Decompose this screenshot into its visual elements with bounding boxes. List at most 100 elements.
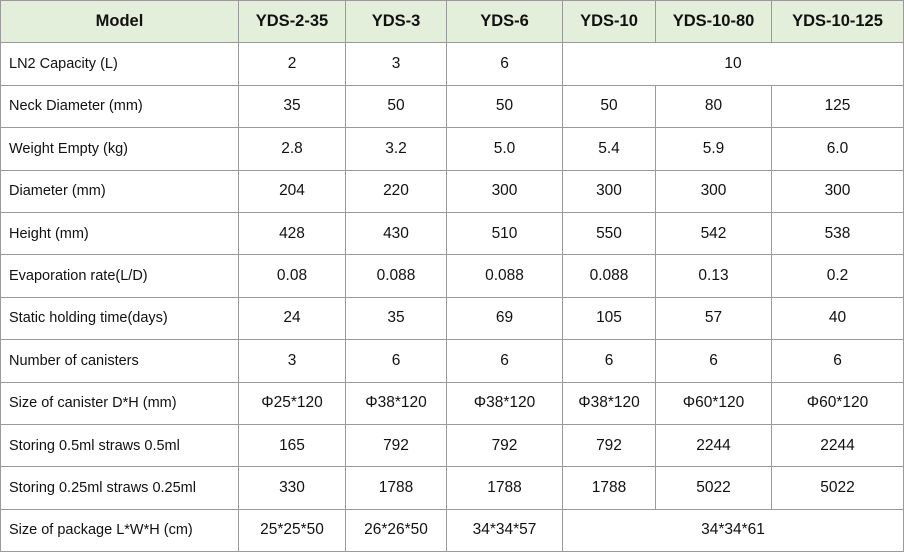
spec-row: Neck Diameter (mm) 35 50 50 50 80 125 bbox=[0, 84, 904, 129]
spec-value: 3 bbox=[345, 42, 447, 86]
spec-row: Storing 0.5ml straws 0.5ml 165 792 792 792 22… bbox=[0, 423, 904, 468]
spec-value: 0.2 bbox=[771, 254, 904, 298]
spec-value: 35 bbox=[345, 296, 447, 341]
spec-value: 2244 bbox=[771, 423, 904, 468]
spec-value: Φ38*120 bbox=[446, 381, 563, 425]
spec-value: 300 bbox=[562, 169, 656, 213]
model-header: YDS-2-35 bbox=[238, 0, 346, 44]
spec-value: 40 bbox=[771, 296, 904, 341]
spec-value: 2.8 bbox=[238, 127, 346, 171]
spec-value: 792 bbox=[562, 423, 656, 468]
spec-value: 5022 bbox=[771, 466, 904, 510]
spec-value: 542 bbox=[655, 211, 772, 256]
header-row: Model YDS-2-35 YDS-3 YDS-6 YDS-10 YDS-10-80 YD… bbox=[0, 0, 904, 44]
spec-value: 792 bbox=[345, 423, 447, 468]
spec-row: Diameter (mm) 204 220 300 300 300 300 bbox=[0, 169, 904, 213]
spec-value: 538 bbox=[771, 211, 904, 256]
spec-value: 330 bbox=[238, 466, 346, 510]
spec-label: Height (mm) bbox=[0, 211, 239, 256]
spec-value: 0.088 bbox=[345, 254, 447, 298]
spec-value: 5.0 bbox=[446, 127, 563, 171]
spec-value: 10 bbox=[562, 42, 904, 86]
spec-value: 25*25*50 bbox=[238, 508, 346, 553]
spec-value: 34*34*61 bbox=[562, 508, 904, 553]
spec-row: Size of package L*W*H (cm) 25*25*50 26*26*… bbox=[0, 508, 904, 553]
spec-value: 6 bbox=[771, 339, 904, 383]
spec-value: 5.4 bbox=[562, 127, 656, 171]
spec-value: 6 bbox=[655, 339, 772, 383]
spec-value: 1788 bbox=[446, 466, 563, 510]
spec-row: LN2 Capacity (L) 2 3 6 10 bbox=[0, 42, 904, 86]
spec-value: 428 bbox=[238, 211, 346, 256]
spec-value: Φ38*120 bbox=[562, 381, 656, 425]
spec-label: Weight Empty (kg) bbox=[0, 127, 239, 171]
spec-label: Diameter (mm) bbox=[0, 169, 239, 213]
spec-value: 165 bbox=[238, 423, 346, 468]
spec-row: Static holding time(days) 24 35 69 105 57 40 bbox=[0, 296, 904, 341]
spec-value: 220 bbox=[345, 169, 447, 213]
spec-value: 6 bbox=[562, 339, 656, 383]
spec-label: Storing 0.25ml straws 0.25ml bbox=[0, 466, 239, 510]
spec-value: 1788 bbox=[562, 466, 656, 510]
spec-value: 6 bbox=[446, 42, 563, 86]
spec-value: 3.2 bbox=[345, 127, 447, 171]
model-header: YDS-10-125 bbox=[771, 0, 904, 44]
spec-value: 5022 bbox=[655, 466, 772, 510]
spec-label: LN2 Capacity (L) bbox=[0, 42, 239, 86]
spec-row: Evaporation rate(L/D) 0.08 0.088 0.088 0.088… bbox=[0, 254, 904, 298]
spec-value: 204 bbox=[238, 169, 346, 213]
header-label: Model bbox=[0, 0, 239, 44]
spec-label: Storing 0.5ml straws 0.5ml bbox=[0, 423, 239, 468]
spec-value: 792 bbox=[446, 423, 563, 468]
spec-value: 0.13 bbox=[655, 254, 772, 298]
spec-label: Static holding time(days) bbox=[0, 296, 239, 341]
spec-value: 57 bbox=[655, 296, 772, 341]
spec-value: 2244 bbox=[655, 423, 772, 468]
spec-value: 105 bbox=[562, 296, 656, 341]
spec-label: Number of canisters bbox=[0, 339, 239, 383]
spec-value: 300 bbox=[771, 169, 904, 213]
spec-value: 125 bbox=[771, 84, 904, 129]
spec-value: 300 bbox=[446, 169, 563, 213]
spec-label: Size of package L*W*H (cm) bbox=[0, 508, 239, 553]
spec-value: 2 bbox=[238, 42, 346, 86]
spec-value: 50 bbox=[446, 84, 563, 129]
spec-label: Size of canister D*H (mm) bbox=[0, 381, 239, 425]
spec-row: Size of canister D*H (mm) Φ25*120 Φ38*120 Φ… bbox=[0, 381, 904, 425]
spec-value: Φ38*120 bbox=[345, 381, 447, 425]
spec-value: 430 bbox=[345, 211, 447, 256]
spec-row: Number of canisters 3 6 6 6 6 6 bbox=[0, 339, 904, 383]
spec-value: Φ25*120 bbox=[238, 381, 346, 425]
spec-value: 0.088 bbox=[562, 254, 656, 298]
spec-value: 80 bbox=[655, 84, 772, 129]
spec-value: 26*26*50 bbox=[345, 508, 447, 553]
model-header: YDS-10 bbox=[562, 0, 656, 44]
spec-label: Neck Diameter (mm) bbox=[0, 84, 239, 129]
table-body: LN2 Capacity (L) 2 3 6 10 Neck Diameter (mm) 3… bbox=[0, 42, 904, 553]
spec-value: 300 bbox=[655, 169, 772, 213]
model-header: YDS-10-80 bbox=[655, 0, 772, 44]
spec-value: Φ60*120 bbox=[655, 381, 772, 425]
spec-value: 510 bbox=[446, 211, 563, 256]
spec-value: 50 bbox=[345, 84, 447, 129]
spec-value: 6 bbox=[345, 339, 447, 383]
spec-value: 35 bbox=[238, 84, 346, 129]
spec-value: 50 bbox=[562, 84, 656, 129]
spec-value: 5.9 bbox=[655, 127, 772, 171]
spec-value: 69 bbox=[446, 296, 563, 341]
spec-value: 24 bbox=[238, 296, 346, 341]
spec-row: Height (mm) 428 430 510 550 542 538 bbox=[0, 211, 904, 256]
model-header: YDS-3 bbox=[345, 0, 447, 44]
spec-row: Storing 0.25ml straws 0.25ml 330 1788 1788 1… bbox=[0, 466, 904, 510]
spec-value: 0.088 bbox=[446, 254, 563, 298]
spec-value: 34*34*57 bbox=[446, 508, 563, 553]
spec-value: 6 bbox=[446, 339, 563, 383]
spec-value: 6.0 bbox=[771, 127, 904, 171]
spec-value: 1788 bbox=[345, 466, 447, 510]
spec-value: 0.08 bbox=[238, 254, 346, 298]
spec-row: Weight Empty (kg) 2.8 3.2 5.0 5.4 5.9 6.0 bbox=[0, 127, 904, 171]
spec-label: Evaporation rate(L/D) bbox=[0, 254, 239, 298]
spec-value: Φ60*120 bbox=[771, 381, 904, 425]
